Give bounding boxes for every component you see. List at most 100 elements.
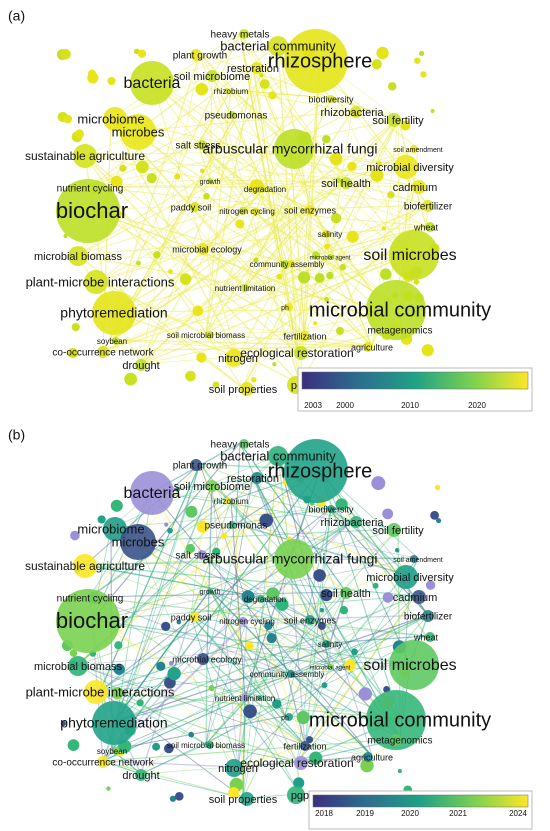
- edge: [197, 484, 213, 555]
- edge: [84, 463, 201, 566]
- node: [412, 590, 426, 604]
- edge: [239, 442, 291, 559]
- node-label: soil properties: [209, 794, 278, 806]
- edge: [111, 715, 286, 751]
- edge: [113, 53, 201, 313]
- edge: [244, 118, 399, 288]
- node-label: nutrient limitation: [215, 694, 275, 703]
- node-label: microbes: [112, 124, 165, 139]
- node: [347, 161, 357, 171]
- edge: [84, 564, 266, 599]
- node-label: cadmium: [393, 592, 438, 604]
- node-label: community assembly: [250, 260, 325, 269]
- edge: [205, 696, 246, 745]
- edge: [113, 181, 347, 313]
- node: [305, 205, 315, 215]
- node: [363, 342, 373, 352]
- node: [309, 751, 323, 765]
- edge: [110, 32, 241, 119]
- node: [135, 359, 147, 371]
- edge: [206, 657, 301, 795]
- colorbar-tick-label: 2003: [304, 401, 322, 410]
- edge: [242, 305, 286, 389]
- edge: [113, 484, 213, 723]
- node: [324, 243, 330, 250]
- edge: [239, 32, 298, 353]
- node-label: biochar: [56, 608, 128, 633]
- edge: [252, 66, 306, 336]
- node: [207, 178, 213, 184]
- edge: [329, 118, 399, 234]
- edge: [289, 147, 306, 336]
- node: [228, 521, 236, 529]
- edge: [77, 147, 419, 256]
- node: [225, 759, 243, 777]
- edge: [151, 81, 401, 310]
- edge: [111, 208, 311, 341]
- node: [259, 513, 274, 528]
- edge: [140, 743, 207, 775]
- node: [114, 641, 123, 650]
- node: [92, 701, 136, 745]
- node-label: co-occurrence network: [52, 758, 154, 769]
- edge: [252, 476, 401, 740]
- node-label: microbiome: [77, 521, 144, 536]
- edge: [206, 557, 419, 659]
- edge: [190, 615, 306, 746]
- node-label: biofertilizer: [404, 202, 453, 213]
- node-label: pseudomonas: [205, 111, 268, 122]
- node: [370, 168, 384, 182]
- edge: [206, 476, 254, 659]
- edge: [235, 523, 244, 799]
- node-label: drought: [122, 360, 159, 372]
- edge: [199, 463, 353, 522]
- edge: [99, 663, 411, 692]
- node: [259, 79, 270, 89]
- node: [340, 177, 352, 189]
- node: [107, 76, 116, 85]
- node: [97, 756, 109, 768]
- node: [241, 590, 255, 604]
- node: [400, 120, 411, 131]
- node: [71, 322, 80, 332]
- node: [350, 106, 362, 118]
- node: [339, 606, 349, 615]
- node: [389, 640, 439, 690]
- node-label: soil microbes: [363, 657, 456, 674]
- edge: [205, 476, 254, 745]
- edge: [99, 642, 331, 692]
- edge: [89, 596, 288, 674]
- edge: [205, 333, 373, 347]
- node: [56, 179, 120, 243]
- node: [196, 520, 209, 533]
- edge: [304, 334, 373, 347]
- node: [146, 173, 157, 184]
- node: [326, 271, 334, 280]
- edge: [242, 557, 291, 799]
- node-label: sustainable agriculture: [25, 559, 145, 573]
- node: [92, 291, 136, 335]
- edge: [205, 657, 208, 745]
- node-label: arbuscular mycorrhizal fungi: [202, 141, 377, 157]
- node-label: rhizobium: [214, 87, 249, 96]
- node: [335, 326, 344, 335]
- node-label: soil amendment: [393, 557, 442, 564]
- edge: [286, 520, 353, 674]
- node-label: rhizobium: [214, 497, 249, 506]
- edge: [296, 595, 416, 763]
- edge: [102, 253, 411, 352]
- node-label: phytoremediation: [60, 715, 167, 731]
- node: [120, 524, 156, 560]
- node-label: biodiversity: [308, 504, 354, 514]
- edge: [102, 614, 429, 762]
- node: [387, 82, 397, 91]
- edge: [91, 557, 419, 621]
- edge: [140, 635, 427, 775]
- edge: [199, 53, 301, 385]
- edge: [110, 454, 279, 529]
- edge: [244, 469, 321, 698]
- edge: [329, 635, 427, 644]
